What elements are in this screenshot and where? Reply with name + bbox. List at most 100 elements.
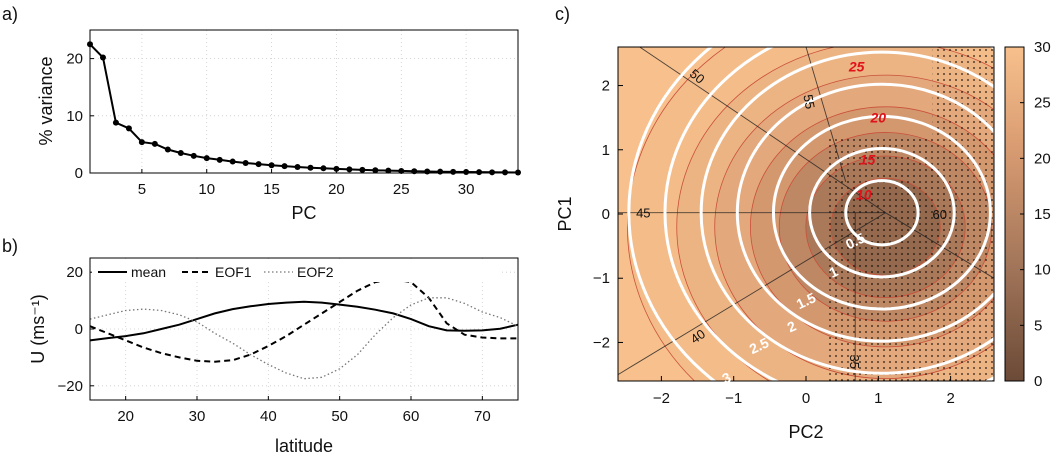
variance-point [489, 169, 496, 176]
x-tick-label: 50 [331, 408, 348, 425]
variance-point [450, 168, 457, 175]
variance-point [87, 41, 93, 48]
x-tick-label: 60 [403, 408, 420, 425]
white-contour-circle [699, 50, 994, 375]
y-tick-label: 0 [602, 206, 610, 223]
pc-map-ylabel: PC1 [555, 196, 575, 231]
x-tick-label: 2 [946, 390, 954, 407]
variance-point [151, 140, 158, 147]
y-tick-label: −1 [593, 270, 610, 287]
variance-point [281, 163, 288, 170]
colorbar-tick-label: 20 [1034, 150, 1051, 167]
x-tick-label: 30 [458, 181, 475, 198]
panel-label-c: c) [555, 4, 570, 24]
white-contour-label: 2.5 [747, 334, 772, 357]
red-contour-label: 10 [856, 187, 872, 203]
x-tick-label: 5 [138, 181, 146, 198]
wind-profile-chart: 20 30 40 50 60 70 −20 0 20 mean EOF1 EOF2 latitu… [28, 257, 519, 456]
x-tick-label: −2 [653, 390, 670, 407]
white-contour-circle [844, 179, 920, 247]
wind-legend: mean EOF1 EOF2 [92, 260, 502, 282]
legend-box [92, 260, 502, 282]
variance-point [294, 163, 301, 170]
variance-point [476, 169, 483, 176]
white-contour-circle [735, 82, 994, 343]
colorbar-tick-label: 30 [1034, 39, 1051, 56]
white-contour-circle [808, 146, 956, 279]
variance-marks [87, 41, 521, 176]
series-line-mean [89, 300, 519, 342]
variance-point [463, 169, 470, 176]
x-tick-label: 0 [802, 390, 810, 407]
x-tick-label: 15 [263, 181, 280, 198]
variance-point [346, 166, 353, 173]
variance-chart: 5 10 15 20 25 30 0 10 20 PC % variance [36, 29, 521, 223]
variance-ylabel: % variance [36, 56, 56, 145]
x-tick-label: 10 [198, 181, 215, 198]
y-tick-label: 2 [602, 78, 610, 95]
pc-map-plot-area [618, 47, 994, 381]
white-contour-circle [663, 47, 994, 381]
x-tick-label: 70 [474, 408, 491, 425]
variance-axes-box [89, 29, 519, 174]
variance-xlabel: PC [291, 203, 316, 223]
variance-point [320, 165, 327, 172]
variance-point [398, 167, 405, 174]
colorbar-tick-label: 15 [1034, 206, 1051, 223]
variance-line [89, 43, 519, 174]
panel-label-a: a) [2, 4, 18, 24]
variance-point [112, 119, 119, 126]
y-tick-label: −20 [58, 378, 83, 395]
wind-ylabel: U (ms⁻¹) [28, 294, 48, 363]
y-tick-label: 20 [66, 51, 83, 68]
white-contour-label: 1.5 [794, 289, 819, 312]
colorbar-tick-label: 10 [1034, 262, 1051, 279]
y-tick-label: 0 [75, 321, 83, 338]
x-tick-label: 25 [393, 181, 410, 198]
variance-point [229, 158, 236, 165]
x-tick-label: 1 [874, 390, 882, 407]
variance-point [333, 165, 340, 172]
variance-point [216, 156, 223, 163]
panel-label-b: b) [2, 236, 18, 256]
wind-xlabel: latitude [275, 436, 333, 456]
y-tick-label: −2 [593, 334, 610, 351]
variance-ticks: 5 10 15 20 25 30 0 10 20 [66, 51, 474, 198]
white-contour-label: 0.5 [843, 230, 868, 253]
colorbar-tick-label: 0 [1034, 373, 1042, 390]
legend-label-mean: mean [131, 264, 166, 280]
red-contour-line [676, 47, 994, 381]
y-tick-label: 20 [66, 264, 83, 281]
variance-point [372, 167, 379, 174]
variance-point [255, 161, 262, 168]
variance-point [502, 169, 509, 176]
red-contour-line [627, 47, 727, 381]
variance-point [190, 152, 197, 159]
stipple-region [932, 47, 994, 381]
colorbar-ticks: 0 5 10 15 20 25 30 [1020, 39, 1051, 390]
variance-point [385, 167, 392, 174]
thin-contour-label: 60 [933, 207, 947, 222]
pc-map-ticks: −2 −1 0 1 2 −2 −1 0 1 2 [593, 78, 955, 407]
variance-point [268, 162, 275, 169]
variance-point [164, 146, 171, 153]
variance-point [411, 168, 418, 175]
colorbar-tick-label: 25 [1034, 95, 1051, 112]
variance-point [307, 164, 314, 171]
white-contour-circle [771, 114, 992, 311]
y-tick-label: 0 [75, 165, 83, 182]
red-contour-label: 15 [860, 151, 876, 167]
thin-contour-40 [618, 212, 886, 375]
white-contour-circle [627, 47, 717, 381]
series-line-eof1 [89, 278, 518, 363]
variance-point [359, 166, 366, 173]
thin-contour-label: 45 [636, 206, 650, 221]
x-tick-label: 30 [189, 408, 206, 425]
variance-point [203, 155, 210, 162]
variance-point [424, 168, 431, 175]
colorbar-tick-label: 5 [1034, 317, 1042, 334]
variance-point [515, 169, 521, 176]
legend-label-eof2: EOF2 [297, 264, 334, 280]
variance-point [125, 125, 132, 132]
